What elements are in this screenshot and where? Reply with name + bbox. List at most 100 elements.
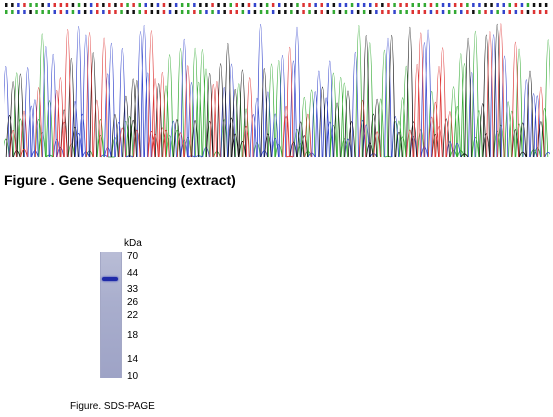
sequence-letter [514, 3, 518, 7]
sequence-letter [320, 10, 323, 14]
sequence-letter [393, 10, 396, 14]
sequence-letter [302, 3, 305, 7]
sequence-letter [369, 10, 372, 14]
sequence-letter [356, 10, 360, 14]
sequence-letter [23, 3, 26, 7]
sequence-letter [174, 10, 178, 14]
sequence-letter [429, 10, 433, 14]
sequence-letter [168, 3, 172, 7]
sequence-letter [326, 3, 329, 7]
sequence-letter [211, 3, 214, 7]
sequence-letter [108, 3, 111, 7]
sequence-letter [296, 10, 299, 14]
sequence-letter [399, 3, 402, 7]
sequence-letter [478, 3, 481, 7]
sequence-letter [290, 10, 293, 14]
sequence-letter [41, 10, 44, 14]
sequence-letter [302, 10, 305, 14]
trace-c [4, 24, 550, 158]
sequence-letter [174, 3, 178, 7]
sequence-letter [47, 3, 50, 7]
sequence-letter [332, 10, 336, 14]
sequence-letter [241, 3, 245, 7]
sequence-letter [5, 10, 8, 14]
sds-page-caption: Figure. SDS-PAGE [70, 401, 155, 412]
sequence-letter [423, 3, 427, 7]
sequence-letter [544, 3, 548, 7]
protein-band [102, 277, 118, 282]
sequence-letter [435, 10, 439, 14]
sequence-letter [544, 10, 548, 14]
sequence-letter [344, 3, 348, 7]
sequence-letter [223, 10, 226, 14]
sequence-letter [102, 10, 105, 14]
sequence-letter [447, 10, 451, 14]
sequence-letter [187, 3, 190, 7]
gel-lane [100, 252, 122, 378]
sequence-letter [502, 3, 505, 7]
sequence-letter [393, 3, 396, 7]
sequence-letter [387, 3, 390, 7]
sequence-letter [259, 10, 263, 14]
sequence-letter [156, 10, 160, 14]
sequence-letter [532, 3, 536, 7]
sequence-letter [89, 3, 93, 7]
sequence-letter [89, 10, 93, 14]
sequence-letter [338, 3, 342, 7]
sequence-letter [29, 3, 32, 7]
sequence-letter [35, 3, 38, 7]
sequence-letter [453, 10, 457, 14]
sequence-letter [156, 3, 160, 7]
sequence-letter [102, 3, 105, 7]
sequence-letter [59, 10, 63, 14]
marker-33: 33 [127, 284, 139, 295]
marker-44: 44 [127, 268, 139, 279]
sequence-letter [296, 3, 299, 7]
sequence-letter [168, 10, 172, 14]
sequence-letter [235, 10, 238, 14]
trace-a [4, 25, 550, 158]
sequence-letter [71, 10, 75, 14]
sequence-letter [96, 3, 99, 7]
sequence-letter [126, 10, 129, 14]
sequence-letter [508, 3, 511, 7]
sequence-letter [526, 10, 530, 14]
sds-page-gel: kDa 70 44 33 26 22 18 14 10 [96, 238, 166, 383]
sequence-letter [187, 10, 190, 14]
sequence-letter [47, 10, 50, 14]
sequence-letter [41, 3, 44, 7]
sequence-letter [472, 10, 475, 14]
sequence-letter [344, 10, 348, 14]
kda-unit-label: kDa [124, 238, 142, 249]
marker-14: 14 [127, 354, 139, 365]
marker-22: 22 [127, 310, 139, 321]
sequence-letter [193, 3, 196, 7]
sequence-letter [362, 10, 366, 14]
sequence-letter [526, 3, 530, 7]
sequence-letter [17, 3, 20, 7]
sequence-letter [71, 3, 75, 7]
sequence-letter [23, 10, 26, 14]
sequence-letter [205, 3, 208, 7]
sequence-letter [496, 3, 499, 7]
sequence-letter [308, 3, 311, 7]
sequence-letter [466, 10, 469, 14]
sequence-letter [478, 10, 481, 14]
sequence-letter [229, 10, 232, 14]
sequence-letter [308, 10, 311, 14]
trace-g [5, 24, 545, 158]
sequence-letter [417, 3, 420, 7]
sequence-letter [241, 10, 245, 14]
sequence-letter [193, 10, 196, 14]
sequence-letter [259, 3, 263, 7]
sequence-letter [223, 3, 226, 7]
sequence-letter [217, 3, 220, 7]
sequence-letter [399, 10, 402, 14]
sequence-letter [114, 3, 117, 7]
sequence-letter [120, 10, 123, 14]
sequence-letter [138, 10, 141, 14]
sequence-letter [5, 3, 8, 7]
sequence-letter [65, 10, 69, 14]
sequence-letter [369, 3, 372, 7]
sequence-letter [284, 3, 287, 7]
